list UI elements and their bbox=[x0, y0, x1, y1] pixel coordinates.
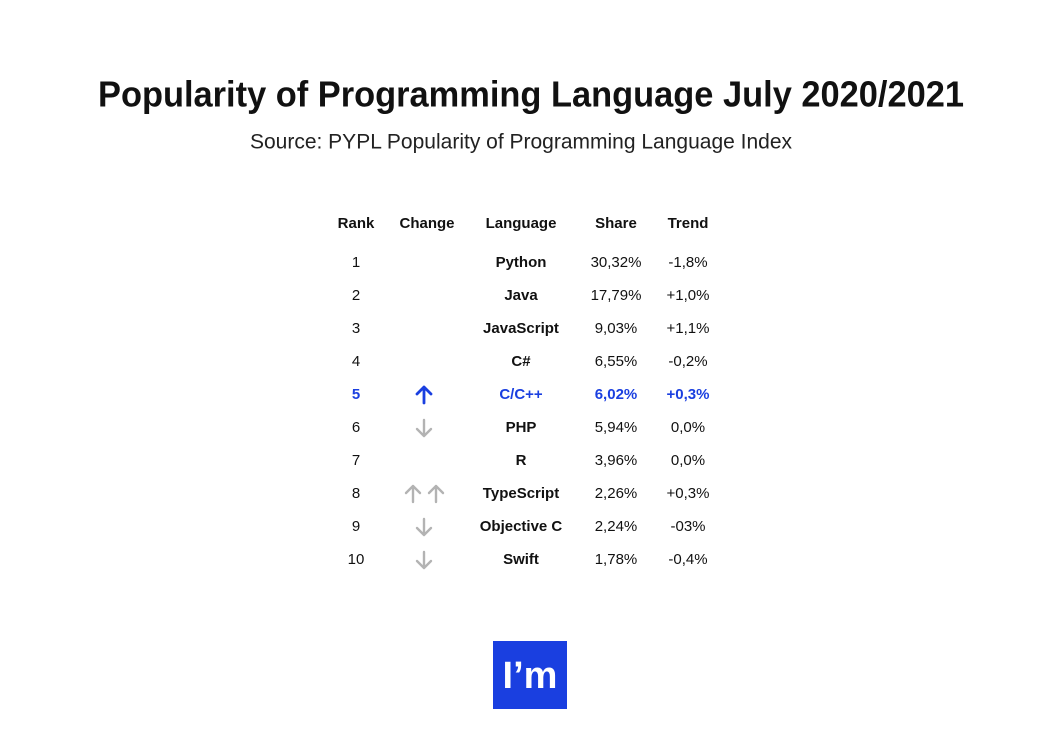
arrow-up bbox=[415, 385, 433, 405]
rank-cell: 1 bbox=[352, 254, 360, 271]
language-cell: Swift bbox=[503, 551, 539, 568]
rank-cell: 6 bbox=[352, 419, 360, 436]
language-cell: C# bbox=[511, 353, 531, 370]
share-cell: 2,24% bbox=[595, 518, 638, 535]
title: Popularity of Programming Language July … bbox=[98, 74, 964, 115]
language-cell: PHP bbox=[506, 419, 537, 436]
column-header: Trend bbox=[668, 215, 709, 232]
language-cell: JavaScript bbox=[483, 320, 559, 337]
arrow-up bbox=[427, 484, 445, 504]
share-cell: 2,26% bbox=[595, 485, 638, 502]
language-cell: Python bbox=[496, 254, 547, 271]
arrow-down bbox=[415, 517, 433, 537]
arrow-down bbox=[415, 550, 433, 570]
share-cell: 6,02% bbox=[595, 386, 638, 403]
logo bbox=[493, 641, 567, 709]
column-header: Share bbox=[595, 215, 637, 232]
share-cell: 6,55% bbox=[595, 353, 638, 370]
language-cell: TypeScript bbox=[483, 485, 559, 502]
language-cell: R bbox=[516, 452, 527, 469]
trend-cell: -1,8% bbox=[668, 254, 707, 271]
rank-cell: 7 bbox=[352, 452, 360, 469]
language-cell: Objective C bbox=[480, 518, 563, 535]
trend-cell: +0,3% bbox=[667, 386, 710, 403]
share-cell: 17,79% bbox=[591, 287, 642, 304]
trend-cell: +1,0% bbox=[667, 287, 710, 304]
column-header: Change bbox=[399, 215, 454, 232]
language-cell: Java bbox=[504, 287, 538, 304]
subtitle: Source: PYPL Popularity of Programming L… bbox=[250, 131, 793, 154]
rank-cell: 9 bbox=[352, 518, 360, 535]
language-cell: C/C++ bbox=[499, 386, 543, 403]
trend-cell: -0,4% bbox=[668, 551, 707, 568]
share-cell: 9,03% bbox=[595, 320, 638, 337]
table: Rank Change Language Share Trend 1 Python 30,32… bbox=[338, 215, 710, 568]
rank-cell: 3 bbox=[352, 320, 360, 337]
rank-cell: 10 bbox=[348, 551, 365, 568]
arrow-down bbox=[415, 418, 433, 438]
trend-cell: 0,0% bbox=[671, 419, 705, 436]
trend-cell: +0,3% bbox=[667, 485, 710, 502]
column-header: Rank bbox=[338, 215, 375, 232]
rank-cell: 8 bbox=[352, 485, 360, 502]
share-cell: 30,32% bbox=[591, 254, 642, 271]
rank-cell: 2 bbox=[352, 287, 360, 304]
logo-text: I’m bbox=[503, 655, 558, 697]
trend-cell: -0,2% bbox=[668, 353, 707, 370]
share-cell: 1,78% bbox=[595, 551, 638, 568]
rank-cell: 5 bbox=[352, 386, 360, 403]
trend-cell: 0,0% bbox=[671, 452, 705, 469]
column-header: Language bbox=[486, 215, 557, 232]
arrow-up bbox=[404, 484, 422, 504]
rank-cell: 4 bbox=[352, 353, 360, 370]
share-cell: 5,94% bbox=[595, 419, 638, 436]
share-cell: 3,96% bbox=[595, 452, 638, 469]
trend-cell: -03% bbox=[670, 518, 705, 535]
trend-cell: +1,1% bbox=[667, 320, 710, 337]
